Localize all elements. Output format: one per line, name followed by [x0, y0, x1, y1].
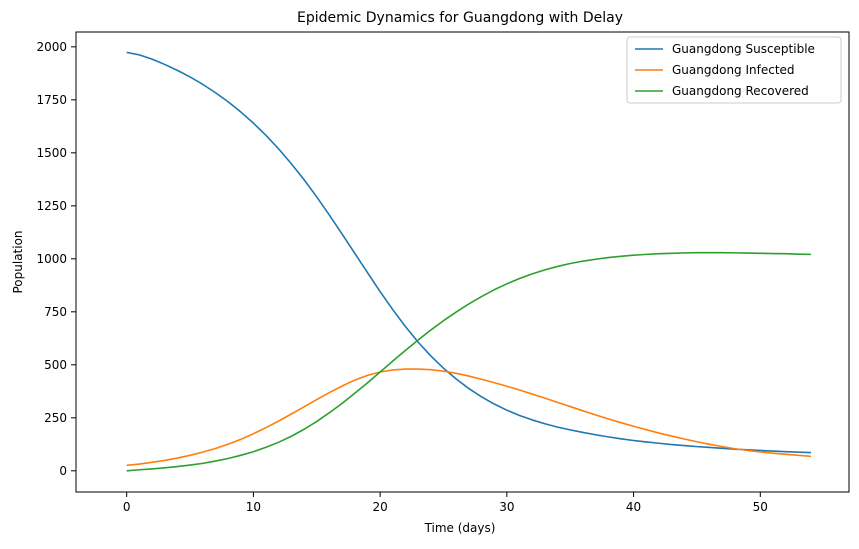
x-axis: 0 10 20 30 40 50 — [123, 492, 768, 514]
y-tick-label: 500 — [44, 358, 67, 372]
y-tick-label: 1750 — [36, 93, 67, 107]
legend-label-guangdong-susceptible: Guangdong Susceptible — [672, 42, 815, 56]
x-axis-title: Time (days) — [424, 521, 496, 535]
x-tick-label: 30 — [499, 500, 514, 514]
y-tick-label: 250 — [44, 411, 67, 425]
series-layer — [126, 51, 812, 472]
x-tick-label: 50 — [753, 500, 768, 514]
y-tick-label: 1250 — [36, 199, 67, 213]
series-line-guangdong-recovered — [126, 251, 811, 472]
legend-box — [626, 36, 842, 104]
x-tick-label: 0 — [123, 500, 131, 514]
series-line-guangdong-susceptible — [126, 51, 812, 454]
legend-label-guangdong-infected: Guangdong Infected — [672, 63, 795, 77]
series-line-guangdong-infected — [126, 368, 812, 467]
x-tick-label: 20 — [372, 500, 387, 514]
y-axis: 0 250 500 750 1000 1250 1500 1750 2000 — [36, 40, 76, 478]
chart-title: Epidemic Dynamics for Guangdong with Del… — [297, 10, 623, 26]
y-tick-label: 2000 — [36, 40, 67, 54]
y-tick-label: 1500 — [36, 146, 67, 160]
y-tick-label: 750 — [44, 305, 67, 319]
y-axis-title: Population — [11, 230, 25, 293]
legend-label-guangdong-recovered: Guangdong Recovered — [672, 84, 809, 98]
y-tick-label: 1000 — [36, 252, 67, 266]
x-tick-label: 10 — [246, 500, 261, 514]
plot-frame — [75, 31, 850, 493]
legend: Guangdong Susceptible Guangdong Infected G… — [626, 36, 842, 104]
y-tick-label: 0 — [59, 464, 67, 478]
x-tick-label: 40 — [626, 500, 641, 514]
